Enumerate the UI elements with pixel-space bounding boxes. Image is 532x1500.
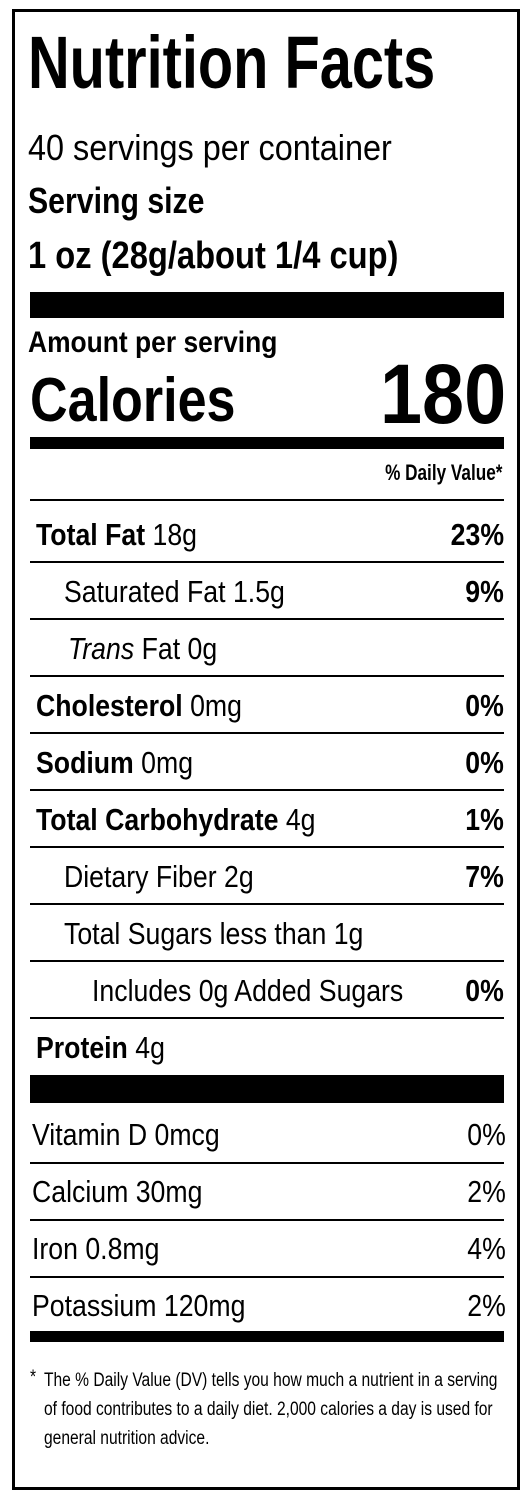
- daily-value: 23%: [450, 517, 504, 552]
- daily-value: 0%: [465, 973, 504, 1008]
- rule: [30, 846, 504, 848]
- nutrient-line: Dietary Fiber 2g: [64, 861, 254, 892]
- daily-value: 2%: [467, 1174, 506, 1209]
- nutrient-amount: 0mg: [141, 745, 194, 780]
- vitamin-line: Calcium 30mg: [32, 1176, 202, 1207]
- nutrient-name-italic: Trans: [68, 631, 135, 666]
- vitamin-amount: 0.8mg: [85, 1231, 160, 1266]
- serving-size: 1 oz (28g/about 1/4 cup): [28, 235, 399, 277]
- thick-bar: [30, 1075, 504, 1103]
- footnote-mark: *: [30, 1367, 37, 1388]
- nutrient-name: Cholesterol: [36, 688, 183, 723]
- nutrient-line: Protein 4g: [36, 1032, 165, 1063]
- nutrient-line: Sodium 0mg: [36, 747, 193, 778]
- medium-bar: [30, 1331, 504, 1342]
- vitamin-line: Vitamin D 0mcg: [32, 1119, 220, 1150]
- nutrient-name: Includes 0g Added Sugars: [92, 973, 404, 1008]
- nutrient-amount: 0g: [187, 631, 218, 666]
- daily-value: 1%: [465, 802, 504, 837]
- nutrient-line: Saturated Fat 1.5g: [64, 576, 285, 607]
- daily-value: 4%: [467, 1231, 506, 1266]
- nutrient-amount: 1.5g: [232, 574, 285, 609]
- rule: [30, 1219, 504, 1221]
- nutrient-line: Total Fat 18g: [36, 519, 197, 550]
- vitamin-name: Calcium: [32, 1174, 129, 1209]
- vitamin-name: Potassium: [32, 1288, 157, 1323]
- amount-per-serving: Amount per serving: [28, 326, 278, 359]
- nutrient-line: Total Carbohydrate 4g: [36, 804, 316, 835]
- daily-value-header: % Daily Value*: [384, 460, 502, 485]
- nutrient-line: Includes 0g Added Sugars: [92, 975, 403, 1006]
- nutrient-amount: 0mg: [190, 688, 242, 723]
- rule: [30, 732, 504, 734]
- rule: [30, 499, 504, 501]
- vitamin-name: Iron: [32, 1231, 78, 1266]
- daily-value: 0%: [465, 745, 504, 780]
- nutrient-name: Protein: [36, 1030, 128, 1065]
- vitamin-line: Potassium 120mg: [32, 1290, 245, 1321]
- nutrient-line: Cholesterol 0mg: [36, 690, 242, 721]
- nutrient-amount: 2g: [224, 859, 254, 894]
- title: Nutrition Facts: [28, 21, 436, 104]
- nutrient-name: Total Fat: [36, 517, 146, 552]
- nutrient-name: Saturated Fat: [64, 574, 226, 609]
- daily-value: 0%: [467, 1117, 506, 1152]
- daily-value: 9%: [465, 574, 504, 609]
- rule: [30, 1017, 504, 1019]
- serving-size-label: Serving size: [28, 180, 205, 221]
- nutrient-name: Fat: [141, 631, 181, 666]
- nutrition-label: [12, 9, 520, 1490]
- daily-value: 7%: [465, 859, 504, 894]
- footnote-text: The % Daily Value (DV) tells you how muc…: [44, 1370, 498, 1449]
- nutrient-name: Sodium: [36, 745, 134, 780]
- rule: [30, 903, 504, 905]
- daily-value: 2%: [467, 1288, 506, 1323]
- rule: [30, 1162, 504, 1164]
- nutrient-name: Dietary Fiber: [64, 859, 217, 894]
- daily-value: 0%: [465, 688, 504, 723]
- calories-label: Calories: [30, 366, 236, 435]
- nutrient-name: Total Sugars: [64, 916, 213, 951]
- rule: [30, 1276, 504, 1278]
- vitamin-amount: 120mg: [163, 1288, 246, 1323]
- rule: [30, 960, 504, 962]
- nutrient-amount: 18g: [152, 517, 198, 552]
- rule: [30, 618, 504, 620]
- vitamin-amount: 30mg: [135, 1174, 203, 1209]
- nutrient-amount: 4g: [135, 1030, 165, 1065]
- nutrient-amount: less than 1g: [219, 916, 364, 951]
- vitamin-line: Iron 0.8mg: [32, 1233, 159, 1264]
- thick-bar: [30, 292, 504, 318]
- vitamin-name: Vitamin D: [32, 1117, 148, 1152]
- calories: 180: [379, 347, 506, 441]
- medium-bar: [30, 437, 504, 449]
- nutrient-line: Total Sugars less than 1g: [64, 918, 363, 949]
- rule: [30, 789, 504, 791]
- nutrient-name: Total Carbohydrate: [36, 802, 279, 837]
- nutrient-amount: 4g: [285, 802, 316, 837]
- rule: [30, 675, 504, 677]
- vitamin-amount: 0mcg: [154, 1117, 220, 1152]
- nutrient-line: Trans Fat 0g: [68, 633, 217, 664]
- servings: 40 servings per container: [28, 127, 392, 168]
- rule: [30, 561, 504, 563]
